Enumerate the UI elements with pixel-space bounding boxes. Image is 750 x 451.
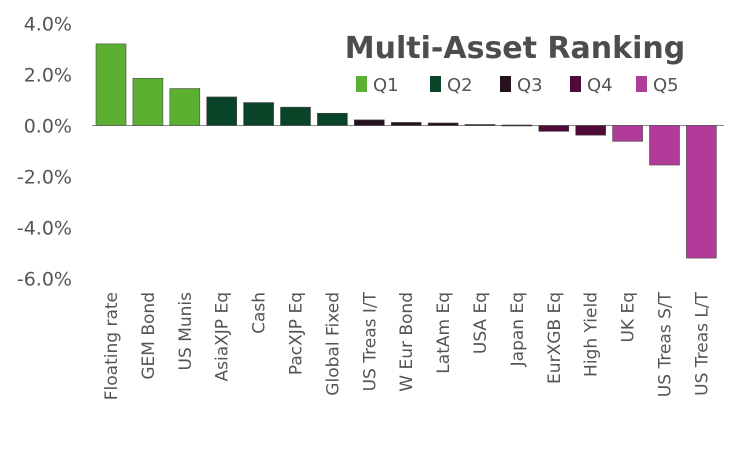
legend-label: Q5 bbox=[653, 75, 679, 96]
y-tick-label: 0.0% bbox=[24, 116, 72, 138]
bar-cash bbox=[243, 102, 274, 126]
y-tick-label: 4.0% bbox=[24, 14, 72, 36]
category-label: US Treas L/T bbox=[692, 291, 712, 395]
category-label: GEM Bond bbox=[139, 292, 159, 380]
bar-us-treas-l-t bbox=[686, 125, 717, 259]
legend-swatch-q5 bbox=[636, 76, 647, 92]
bar-latam-eq bbox=[427, 122, 459, 126]
bar-gem-bond bbox=[132, 78, 164, 126]
bar-pacxjp-eq bbox=[280, 106, 311, 126]
legend-swatch-q4 bbox=[570, 76, 581, 92]
category-label: Floating rate bbox=[102, 292, 122, 400]
category-label: US Treas S/T bbox=[656, 291, 676, 397]
category-label: Global Fixed bbox=[323, 292, 343, 396]
category-label: USA Eq bbox=[471, 292, 491, 354]
category-label: AsiaXJP Eq bbox=[213, 292, 233, 381]
category-label: EurXGB Eq bbox=[545, 292, 565, 384]
bar-usa-eq bbox=[464, 124, 496, 126]
y-tick-label: -2.0% bbox=[17, 167, 72, 189]
bar-us-treas-i-t bbox=[353, 119, 385, 126]
bar-global-fixed bbox=[317, 112, 348, 126]
legend-label: Q2 bbox=[447, 75, 473, 96]
category-label: Japan Eq bbox=[508, 292, 528, 367]
legend-swatch-q2 bbox=[430, 76, 441, 92]
bar-w-eur-bond bbox=[390, 122, 422, 126]
legend-label: Q1 bbox=[373, 75, 399, 96]
category-label: Cash bbox=[250, 292, 270, 334]
category-label: High Yield bbox=[582, 292, 602, 377]
category-label: W Eur Bond bbox=[397, 292, 417, 392]
category-label: US Treas I/T bbox=[360, 291, 380, 391]
category-labels: Floating rate GEM Bond US Munis AsiaXJP Eq C… bbox=[102, 291, 712, 400]
category-label: LatAm Eq bbox=[434, 292, 454, 374]
category-label: US Munis bbox=[176, 292, 196, 371]
y-tick-label: 2.0% bbox=[24, 65, 72, 87]
chart-title: Multi-Asset Ranking bbox=[345, 31, 685, 66]
legend: Q1 Q2 Q3 Q4 Q5 bbox=[356, 75, 679, 96]
legend-swatch-q3 bbox=[500, 76, 511, 92]
legend-label: Q3 bbox=[517, 75, 543, 96]
bar-eurxgb-eq bbox=[538, 125, 570, 132]
bar-asiaxjp-eq bbox=[206, 96, 237, 126]
y-tick-label: -4.0% bbox=[17, 218, 72, 240]
bars bbox=[95, 43, 717, 259]
category-label: PacXJP Eq bbox=[287, 292, 307, 375]
bar-us-treas-s-t bbox=[649, 125, 680, 166]
legend-swatch-q1 bbox=[356, 76, 367, 92]
y-tick-label: -6.0% bbox=[17, 269, 72, 291]
bar-us-munis bbox=[169, 88, 201, 126]
bar-floating-rate bbox=[95, 43, 127, 126]
bar-uk-eq bbox=[612, 125, 643, 142]
bar-high-yield bbox=[575, 125, 607, 136]
category-label: UK Eq bbox=[619, 292, 639, 343]
legend-label: Q4 bbox=[587, 75, 613, 96]
bar-japan-eq bbox=[501, 124, 533, 127]
